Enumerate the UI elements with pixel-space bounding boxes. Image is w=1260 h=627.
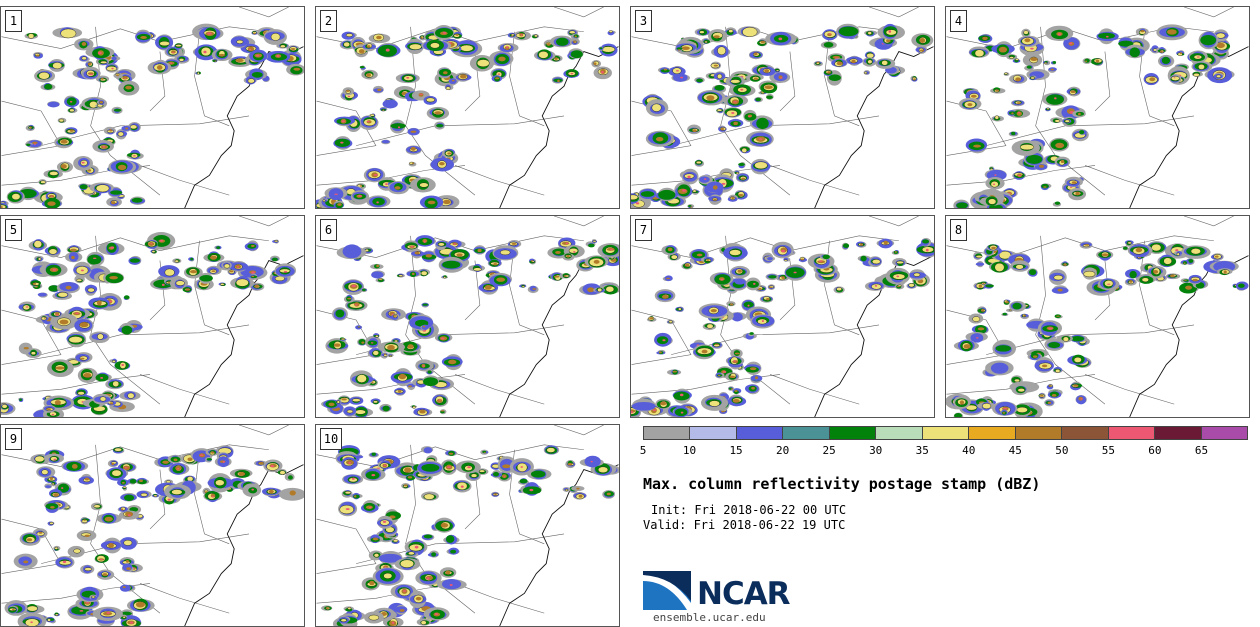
website-url: ensemble.ucar.edu xyxy=(653,611,766,624)
member-number-label: 5 xyxy=(5,219,22,241)
ensemble-member-panel-9: 9 xyxy=(0,424,305,627)
colorbar-swatch xyxy=(969,427,1016,439)
reflectivity-map xyxy=(316,425,619,626)
member-number-label: 10 xyxy=(320,428,342,450)
ensemble-member-panel-10: 10 xyxy=(315,424,620,627)
ensemble-member-panel-2: 2 xyxy=(315,6,620,209)
colorbar-swatch xyxy=(644,427,691,439)
colorbar-tick-labels: 5 10 15 20 25 30 35 40 45 50 55 60 65 xyxy=(639,440,1248,457)
valid-time: Valid: Fri 2018-06-22 19 UTC xyxy=(643,518,846,532)
reflectivity-map xyxy=(631,7,934,208)
colorbar-tick-label: 15 xyxy=(729,444,743,457)
ensemble-member-panel-8: 8 xyxy=(945,215,1250,418)
colorbar-swatch xyxy=(1015,427,1063,439)
colorbar-tick-label: 5 xyxy=(639,444,647,457)
colorbar-swatch xyxy=(829,427,877,439)
reflectivity-colorbar: 5 10 15 20 25 30 35 40 45 50 55 60 65 xyxy=(639,426,1248,457)
reflectivity-map xyxy=(946,216,1249,417)
member-number-label: 3 xyxy=(635,10,652,32)
reflectivity-map xyxy=(631,216,934,417)
reflectivity-map xyxy=(316,7,619,208)
member-number-label: 8 xyxy=(950,219,967,241)
colorbar-tick-label: 40 xyxy=(962,444,976,457)
colorbar-tick-label: 35 xyxy=(915,444,929,457)
figure-title: Max. column reflectivity postage stamp (… xyxy=(643,475,1041,493)
colorbar-swatch xyxy=(922,427,970,439)
colorbar-swatch xyxy=(1155,427,1202,439)
reflectivity-map xyxy=(1,425,304,626)
member-number-label: 6 xyxy=(320,219,337,241)
ensemble-member-panel-1: 1 xyxy=(0,6,305,209)
ensemble-member-panel-7: 7 xyxy=(630,215,935,418)
colorbar-swatch xyxy=(1201,427,1248,439)
ensemble-member-panel-5: 5 xyxy=(0,215,305,418)
colorbar-swatch xyxy=(783,427,830,439)
colorbar-tick-label: 10 xyxy=(682,444,697,457)
colorbar-swatch xyxy=(876,427,923,439)
colorbar-tick-label: 55 xyxy=(1101,444,1115,457)
ncar-logo-mark-icon xyxy=(643,571,691,610)
ensemble-member-panel-4: 4 xyxy=(945,6,1250,209)
colorbar-tick-label: 45 xyxy=(1008,444,1022,457)
ensemble-member-panel-3: 3 xyxy=(630,6,935,209)
member-number-label: 7 xyxy=(635,219,652,241)
ncar-logo-text: NCAR xyxy=(697,576,791,612)
colorbar-tick-label: 65 xyxy=(1194,444,1209,457)
member-number-label: 4 xyxy=(950,10,967,32)
colorbar-swatches xyxy=(643,426,1248,440)
colorbar-tick-label: 50 xyxy=(1055,444,1069,457)
member-number-label: 9 xyxy=(5,428,22,450)
colorbar-swatch xyxy=(1062,427,1109,439)
colorbar-swatch xyxy=(690,427,737,439)
reflectivity-map xyxy=(316,216,619,417)
reflectivity-map xyxy=(1,216,304,417)
colorbar-tick-label: 25 xyxy=(822,444,836,457)
ensemble-member-panel-6: 6 xyxy=(315,215,620,418)
colorbar-tick-label: 30 xyxy=(869,444,883,457)
reflectivity-map xyxy=(1,7,304,208)
reflectivity-map xyxy=(946,7,1249,208)
colorbar-swatch xyxy=(736,427,784,439)
colorbar-tick-label: 20 xyxy=(775,444,790,457)
init-time: Init: Fri 2018-06-22 00 UTC xyxy=(651,503,847,517)
member-number-label: 1 xyxy=(5,10,22,32)
colorbar-tick-label: 60 xyxy=(1148,444,1162,457)
colorbar-swatch xyxy=(1108,427,1156,439)
member-number-label: 2 xyxy=(320,10,337,32)
ncar-logo: NCAR xyxy=(643,571,793,613)
